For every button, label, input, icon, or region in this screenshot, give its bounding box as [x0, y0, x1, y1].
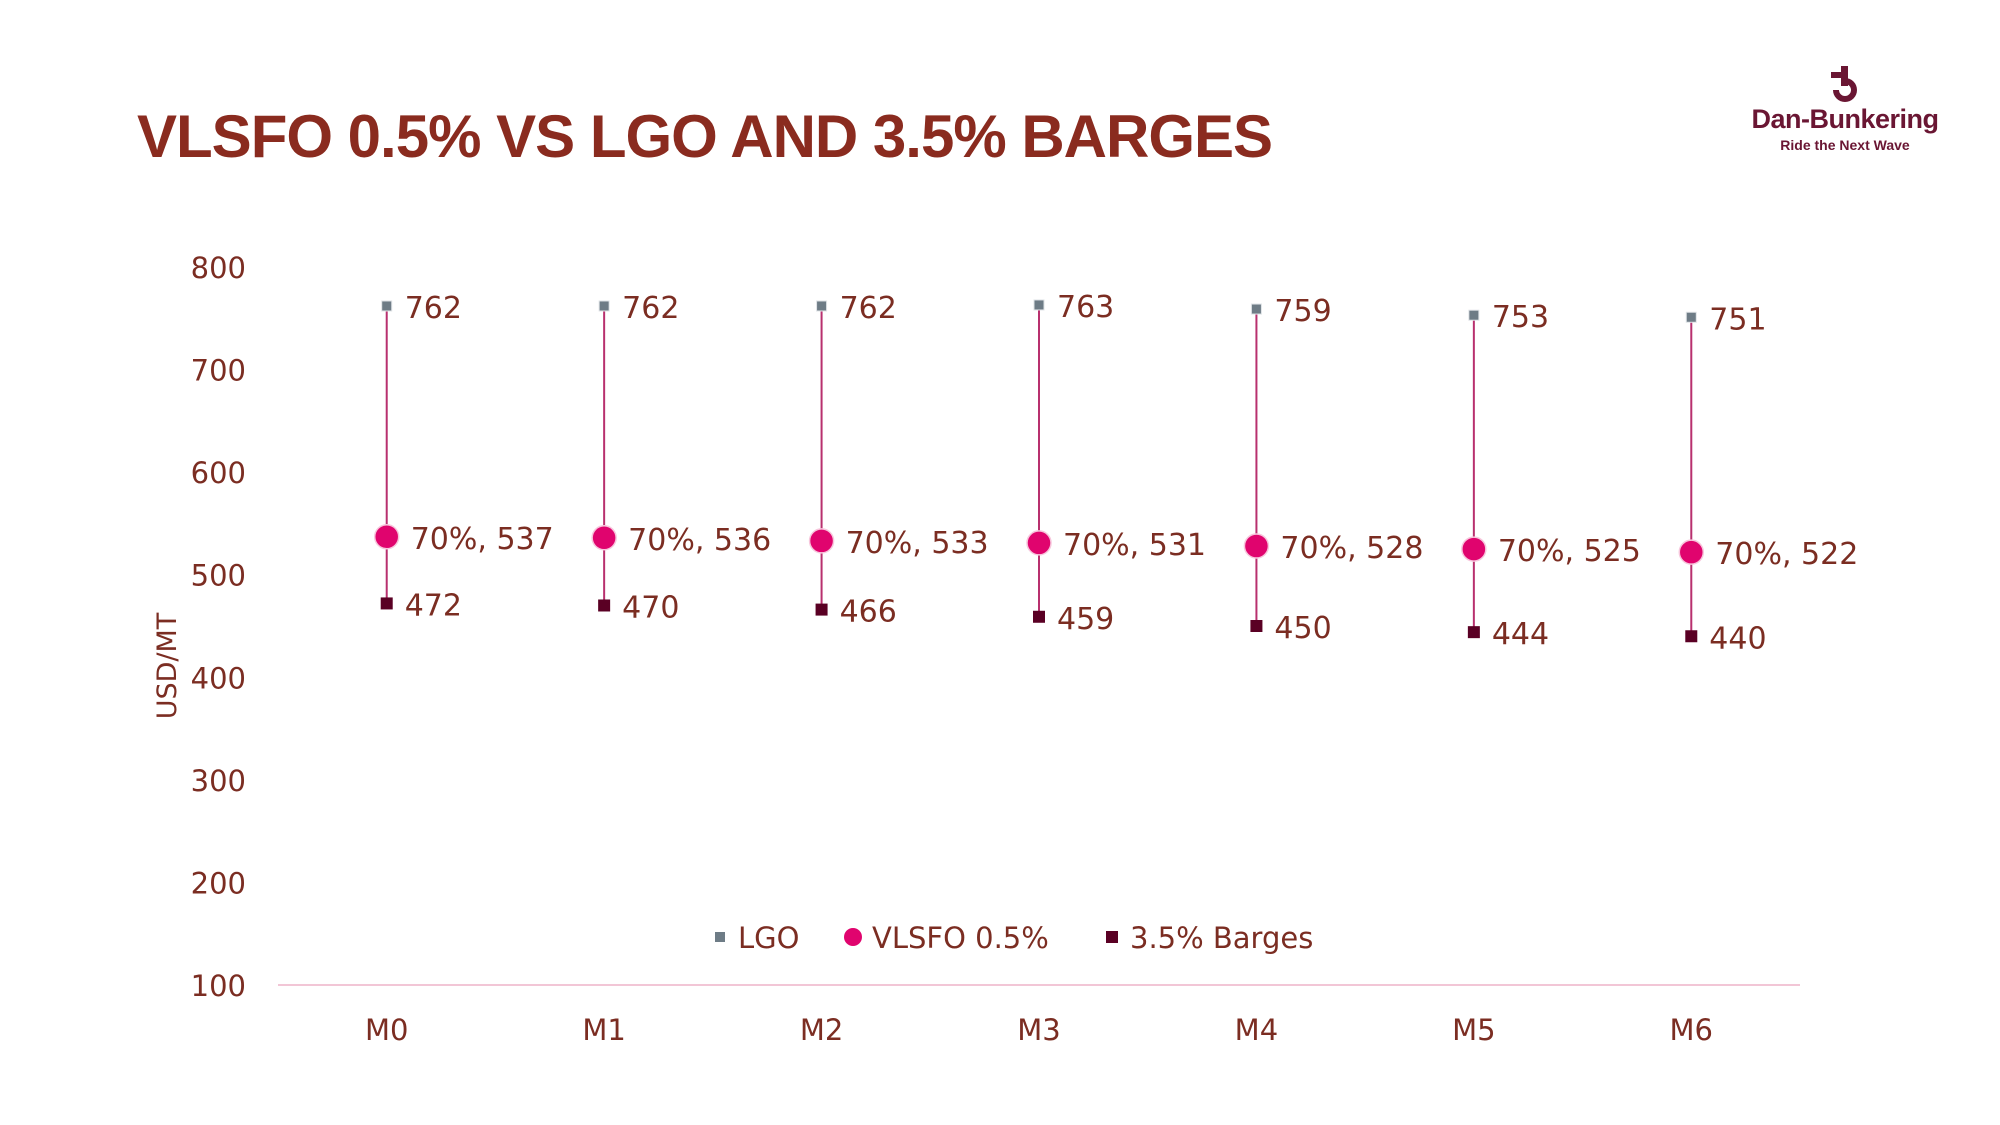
- vlsfo-data-label: 70%, 533: [846, 526, 989, 561]
- legend-lgo-label: LGO: [738, 921, 799, 955]
- barges-point: [598, 599, 611, 612]
- barges-data-label: 466: [840, 595, 897, 630]
- barges-point: [1250, 620, 1263, 632]
- barges-point: [1033, 610, 1045, 623]
- y-tick-label: 400: [191, 661, 246, 695]
- barges-data-label: 450: [1274, 611, 1331, 646]
- y-tick-label: 100: [191, 969, 246, 1003]
- vlsfo-point: [591, 525, 617, 551]
- vlsfo-point: [1243, 533, 1270, 559]
- vlsfo-point: [373, 524, 400, 550]
- lgo-point: [1468, 309, 1480, 321]
- legend-lgo-marker: [715, 932, 725, 942]
- page-title: VLSFO 0.5% VS LGO AND 3.5% BARGES: [137, 103, 1273, 170]
- barges-point: [380, 597, 393, 610]
- lgo-point: [816, 300, 828, 312]
- legend-vlsfo-marker: [844, 928, 862, 946]
- vlsfo-data-label: 70%, 522: [1715, 537, 1858, 572]
- lgo-data-label: 759: [1274, 294, 1331, 329]
- x-tick-label: M1: [582, 1013, 625, 1047]
- vlsfo-data-label: 70%, 528: [1280, 531, 1423, 566]
- barges-point: [1685, 630, 1698, 643]
- lgo-data-label: 762: [622, 291, 679, 326]
- lgo-data-label: 751: [1709, 302, 1766, 337]
- barges-data-label: 459: [1057, 602, 1114, 637]
- logo: Dan-Bunkering Ride the Next Wave: [1745, 66, 1945, 153]
- vlsfo-data-label: 70%, 536: [628, 523, 771, 558]
- legend-vlsfo-label: VLSFO 0.5%: [872, 921, 1049, 955]
- vlsfo-data-label: 70%, 525: [1498, 534, 1641, 569]
- logo-name: Dan-Bunkering: [1751, 104, 1939, 134]
- vlsfo-point: [808, 528, 835, 554]
- y-tick-label: 200: [191, 866, 246, 900]
- lgo-point: [1250, 303, 1262, 315]
- legend-barges-marker: [1106, 931, 1118, 943]
- barges-data-label: 470: [622, 590, 679, 625]
- lgo-point: [381, 300, 393, 312]
- barges-point: [1467, 626, 1480, 639]
- x-tick-label: M4: [1235, 1013, 1278, 1047]
- lgo-point: [1685, 311, 1697, 323]
- x-tick-label: M3: [1017, 1013, 1060, 1047]
- x-tick-label: M0: [365, 1013, 408, 1047]
- y-tick-label: 800: [191, 251, 246, 285]
- y-tick-label: 700: [191, 354, 246, 388]
- vlsfo-point: [1461, 536, 1487, 562]
- lgo-data-label: 762: [840, 291, 897, 326]
- lgo-data-label: 763: [1057, 290, 1114, 325]
- vlsfo-data-label: 70%, 537: [411, 522, 554, 557]
- anchor-logo-icon: [1831, 66, 1857, 102]
- x-tick-label: M5: [1452, 1013, 1495, 1047]
- barges-data-label: 444: [1492, 617, 1549, 652]
- y-axis-label: USD/MT: [152, 612, 183, 719]
- logo-tagline: Ride the Next Wave: [1780, 137, 1910, 153]
- legend-barges-label: 3.5% Barges: [1130, 921, 1313, 955]
- barges-point: [815, 603, 828, 616]
- vlsfo-data-label: 70%, 531: [1063, 528, 1206, 563]
- lgo-data-label: 762: [405, 291, 462, 326]
- y-tick-label: 600: [191, 456, 246, 490]
- lgo-data-label: 753: [1492, 300, 1549, 335]
- barges-data-label: 440: [1709, 621, 1766, 656]
- x-tick-label: M2: [800, 1013, 843, 1047]
- y-tick-label: 300: [191, 764, 246, 798]
- vlsfo-point: [1678, 539, 1705, 565]
- lgo-point: [1033, 299, 1045, 311]
- x-tick-label: M6: [1670, 1013, 1713, 1047]
- y-tick-label: 500: [191, 559, 246, 593]
- lgo-point: [598, 300, 610, 312]
- vlsfo-point: [1026, 530, 1052, 556]
- barges-data-label: 472: [405, 588, 462, 623]
